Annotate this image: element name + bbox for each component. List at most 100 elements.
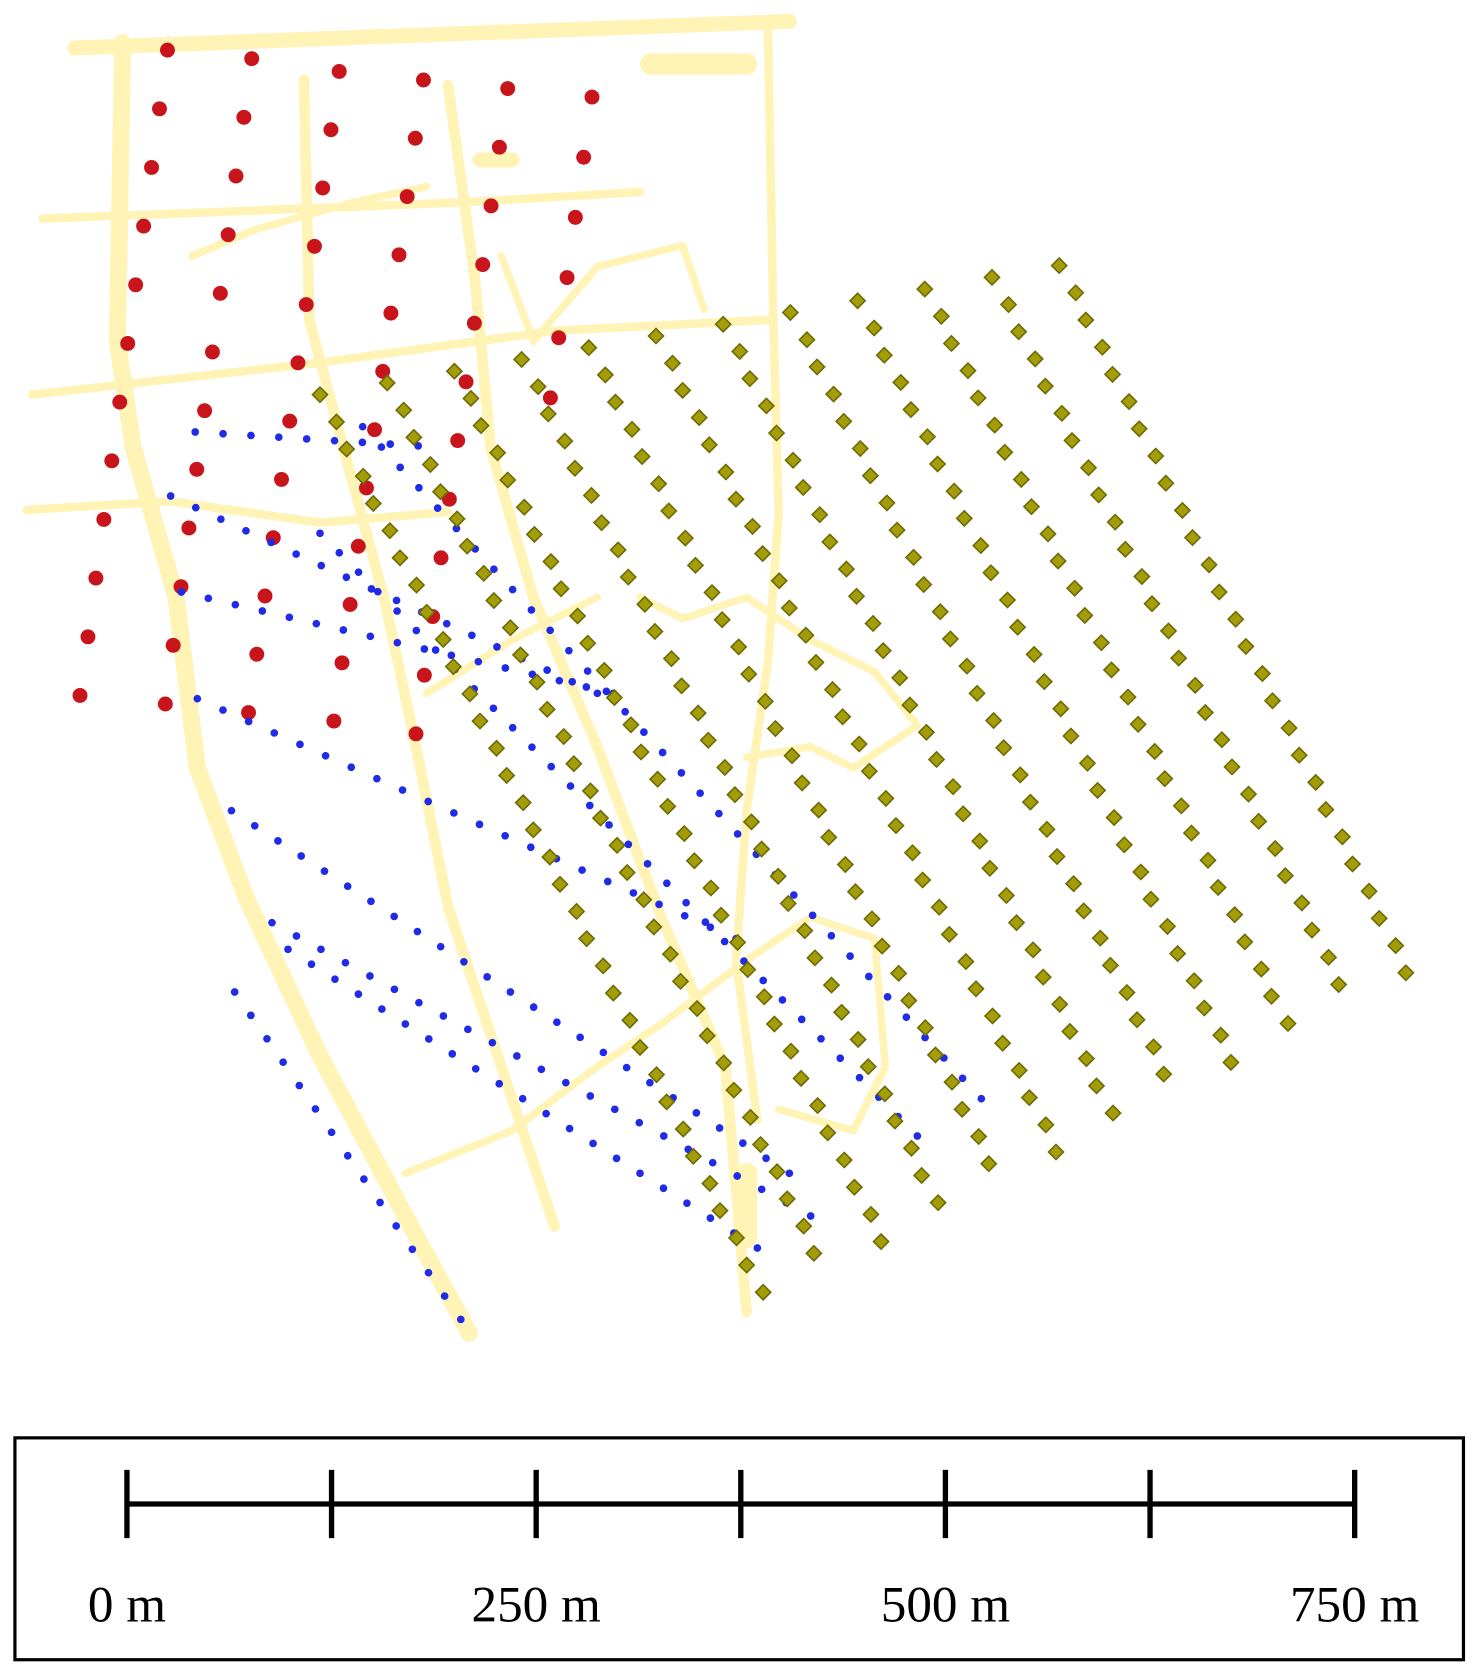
blue-point: [855, 1073, 864, 1082]
olive-point: [741, 1108, 760, 1127]
blue-point: [373, 774, 381, 783]
olive-point: [967, 980, 985, 998]
olive-point: [621, 1011, 639, 1029]
olive-point: [912, 1166, 931, 1185]
red-point: [160, 42, 175, 58]
olive-point: [660, 502, 678, 520]
blue-point: [242, 526, 250, 535]
blue-point: [343, 1151, 352, 1160]
blue-point: [576, 1033, 584, 1042]
blue-point: [217, 515, 225, 524]
olive-point: [378, 374, 396, 392]
blue-point: [488, 1038, 497, 1047]
olive-point: [699, 731, 717, 749]
olive-point: [1065, 579, 1084, 597]
blue-point: [553, 1018, 561, 1027]
olive-point: [551, 875, 569, 893]
olive-point: [878, 494, 896, 512]
olive-point: [806, 949, 824, 967]
olive-point: [1225, 905, 1244, 924]
blue-point: [424, 1035, 433, 1043]
olive-point: [1290, 746, 1308, 764]
olive-point: [1370, 909, 1388, 928]
olive-point: [783, 747, 801, 765]
blue-point: [456, 1315, 465, 1324]
olive-point: [849, 1030, 867, 1049]
olive-point: [889, 964, 908, 983]
olive-point: [1210, 583, 1228, 601]
blue-point: [358, 438, 367, 447]
olive-point: [471, 712, 489, 730]
blue-point: [302, 435, 311, 443]
blue-point: [733, 830, 742, 838]
olive-point: [1067, 284, 1085, 302]
olive-point: [1022, 497, 1041, 516]
olive-point: [903, 844, 922, 862]
red-point: [399, 189, 415, 205]
olive-point: [1039, 525, 1057, 543]
red-point: [236, 109, 252, 125]
olive-point: [902, 1139, 921, 1157]
olive-point: [901, 696, 919, 714]
olive-point: [941, 630, 960, 648]
olive-point: [1076, 606, 1094, 625]
road: [22, 497, 453, 527]
olive-point: [579, 634, 597, 652]
olive-point: [712, 906, 730, 924]
red-point: [326, 713, 342, 729]
red-point: [204, 344, 220, 360]
olive-point: [1249, 812, 1268, 831]
olive-point: [391, 549, 409, 567]
olive-point: [633, 447, 651, 466]
olive-point: [337, 440, 356, 458]
olive-point: [1266, 839, 1284, 858]
olive-point: [752, 840, 771, 858]
olive-point: [865, 319, 883, 337]
red-point: [120, 336, 136, 351]
blue-point: [865, 972, 873, 981]
blue-point: [366, 632, 375, 641]
blue-point: [412, 626, 421, 635]
olive-point: [781, 303, 800, 322]
olive-point: [798, 331, 816, 349]
olive-point: [727, 490, 745, 508]
olive-point: [807, 653, 825, 672]
blue-point: [358, 422, 367, 431]
olive-point: [673, 381, 692, 400]
blue-point: [655, 900, 663, 909]
olive-point: [916, 280, 934, 298]
olive-point: [982, 564, 1000, 582]
scale-label: 0 m: [88, 1576, 166, 1633]
olive-point: [1200, 556, 1218, 574]
scale-label: 750 m: [1290, 1576, 1420, 1633]
olive-point: [512, 350, 531, 369]
olive-point: [983, 268, 1001, 287]
olive-point: [529, 377, 547, 396]
blue-point: [230, 988, 239, 996]
olive-point: [1052, 700, 1070, 718]
blue-point: [582, 683, 591, 691]
olive-point: [618, 863, 636, 882]
olive-point: [954, 805, 972, 823]
blue-point: [447, 651, 456, 660]
blue-point: [589, 1139, 597, 1148]
olive-point: [577, 929, 596, 948]
olive-point: [525, 525, 544, 544]
blue-point: [629, 889, 638, 897]
olive-point: [1343, 855, 1362, 873]
olive-point: [475, 564, 493, 583]
blue-point: [274, 837, 282, 845]
olive-point: [1157, 474, 1175, 492]
olive-point: [728, 933, 747, 952]
olive-point: [1280, 719, 1298, 737]
olive-point: [944, 777, 962, 796]
olive-point: [820, 828, 838, 847]
blue-point: [490, 565, 498, 574]
blue-point: [263, 1034, 271, 1043]
red-point: [249, 646, 265, 662]
road: [636, 593, 922, 772]
olive-point: [1010, 1061, 1028, 1080]
olive-point: [1035, 672, 1053, 691]
olive-point: [703, 583, 721, 602]
olive-point: [916, 1019, 935, 1037]
